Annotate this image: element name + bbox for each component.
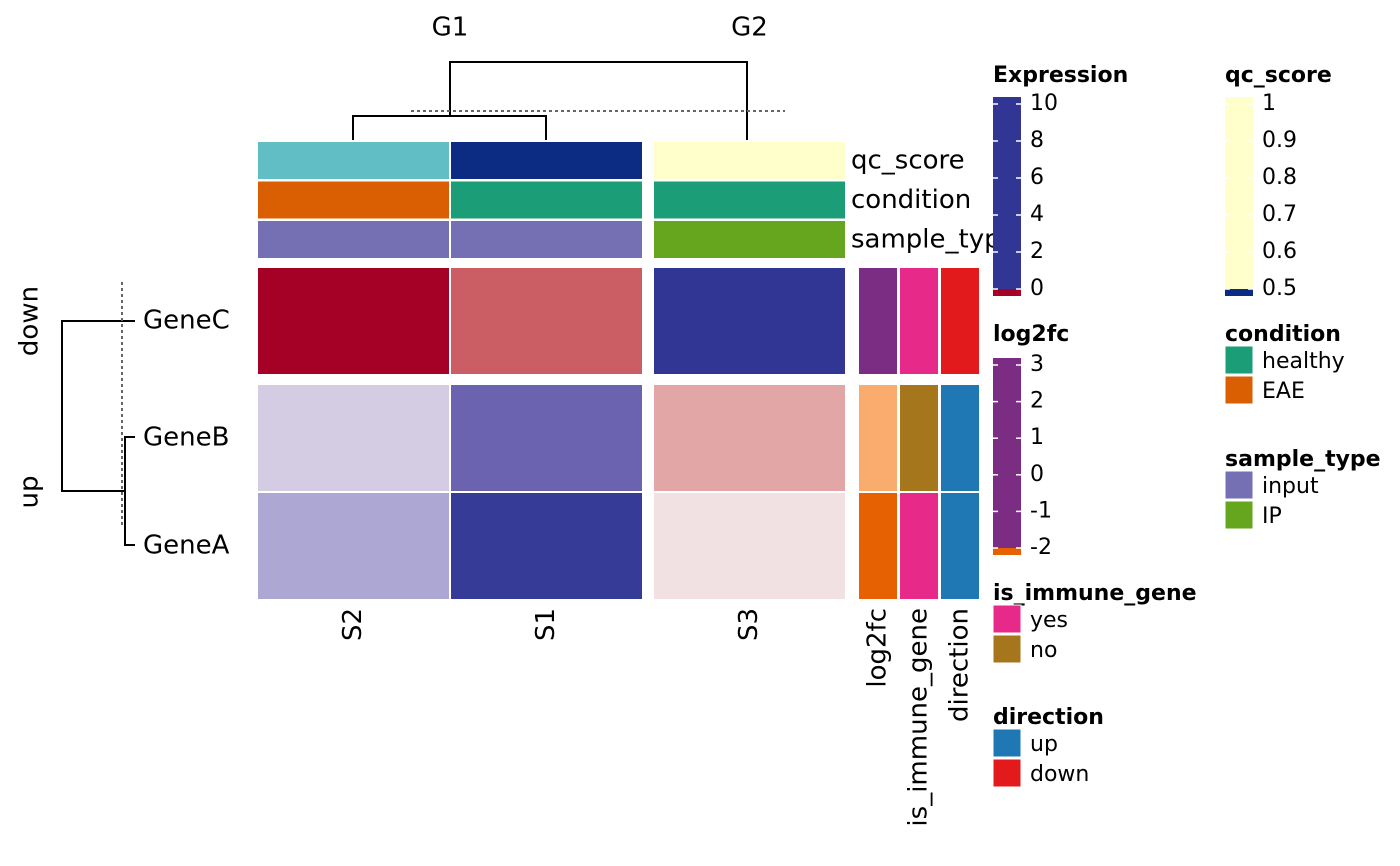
legend-tick-label: 0.8 [1262,165,1297,190]
legend-title: qc_score [1225,63,1332,88]
legend-title: sample_type [1225,447,1381,472]
column-dendrogram [352,61,785,140]
column-annotation-name: condition [851,185,971,215]
column-label: S2 [338,608,368,641]
legend-tick-label: 0.6 [1262,239,1297,264]
legend-swatch [1224,470,1254,500]
column-label: S1 [531,608,561,641]
row-annotation-cell [939,383,981,493]
color-bar [1225,97,1253,296]
row-annotation-name: direction [945,608,975,722]
column-annotation-cell [652,140,847,181]
legend-tick-label: 3 [1030,352,1044,377]
legend-label: down [1030,762,1089,787]
row-annotation-cell [898,491,940,601]
column-annotation-cell [449,140,644,181]
row-annotation-cell [898,383,940,493]
heatmap-cell [652,383,847,493]
heatmap-cell [256,266,451,376]
legend-label: yes [1030,608,1068,633]
column-group-label: G2 [731,13,768,43]
legend-swatch [992,728,1022,758]
legend-tick-label: 1 [1262,91,1276,116]
column-annotation-cell [449,179,644,221]
row-annotation-cell [939,266,981,376]
row-group-label: up [15,476,45,509]
legend-title: Expression [993,63,1128,88]
legend-tick-label: 6 [1030,165,1044,190]
legend-label: no [1030,638,1057,663]
legend-tick-label: 1 [1030,425,1044,450]
legend-swatch [1224,375,1254,405]
column-annotation-name: qc_score [851,146,965,176]
heatmap-cell [652,266,847,376]
heatmap-cell [256,491,451,601]
legend-tick-label: 8 [1030,128,1044,153]
column-group-label: G1 [432,13,469,43]
row-annotation-name: log2fc [863,608,893,688]
heatmap-cell [652,491,847,601]
column-annotation-cell [652,179,847,221]
legend-swatch [992,604,1022,634]
legend-title: condition [1225,322,1341,347]
legend-tick-label: 0 [1030,462,1044,487]
column-annotation-cell [449,219,644,260]
row-annotation-name: is_immune_gene [904,608,934,827]
legend-tick-label: 2 [1030,239,1044,264]
heatmap-cell [449,383,644,493]
legend-tick-label: 2 [1030,389,1044,414]
legend-label: EAE [1262,379,1305,404]
row-label: GeneC [143,306,230,336]
legend-tick-label: 4 [1030,202,1044,227]
row-annotation-cell [898,266,940,376]
legend-tick-label: 0.5 [1262,276,1297,301]
legend-swatch [1224,500,1254,530]
legend-tick-label: 10 [1030,91,1058,116]
legend-title: log2fc [993,322,1069,347]
row-label: GeneB [143,423,229,453]
legend-tick-label: 0.9 [1262,128,1297,153]
column-annotation-cell [256,140,451,181]
legend-label: input [1262,474,1319,499]
row-annotation-cell [857,266,899,376]
column-annotation-cell [256,179,451,221]
column-annotation-cell [652,219,847,260]
row-annotation-cell [857,491,899,601]
legend-tick-label: -2 [1030,535,1052,560]
row-label: GeneA [143,531,230,561]
legend-label: up [1030,732,1058,757]
row-group-label: down [15,286,45,356]
heatmap-cell [256,383,451,493]
column-annotation-cell [256,219,451,260]
column-label: S3 [734,608,764,641]
legend-tick-label: -1 [1030,498,1052,523]
legend-tick-label: 0.7 [1262,202,1297,227]
legend-title: is_immune_gene [993,581,1197,606]
row-dendrogram [61,282,135,546]
legend-title: direction [993,705,1104,730]
row-annotation-cell [939,491,981,601]
color-bar [993,358,1021,555]
color-bar [993,97,1021,296]
legend-tick-label: 0 [1030,276,1044,301]
row-annotation-cell [857,383,899,493]
column-annotation-name: sample_type [851,225,1017,255]
legend-swatch [992,634,1022,664]
legend-label: healthy [1262,349,1345,374]
legend-swatch [1224,345,1254,375]
legend-label: IP [1262,504,1282,529]
legend-swatch [992,758,1022,788]
heatmap-cell [449,266,644,376]
heatmap-cell [449,491,644,601]
